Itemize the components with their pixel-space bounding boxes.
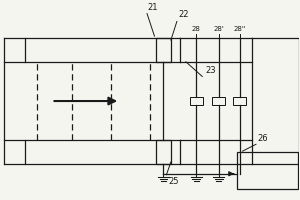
Bar: [212, 97, 225, 105]
Text: 28'': 28'': [233, 26, 246, 32]
Text: 28': 28': [213, 26, 224, 32]
Text: 23: 23: [205, 66, 216, 75]
Text: 28: 28: [192, 26, 201, 32]
Bar: [190, 97, 203, 105]
Bar: [237, 152, 298, 189]
Bar: [233, 97, 246, 105]
Text: 25: 25: [168, 177, 178, 186]
Text: 21: 21: [148, 3, 158, 12]
Bar: [156, 38, 171, 62]
Text: 22: 22: [178, 10, 189, 19]
Bar: [156, 140, 171, 164]
Text: 26: 26: [257, 134, 268, 143]
